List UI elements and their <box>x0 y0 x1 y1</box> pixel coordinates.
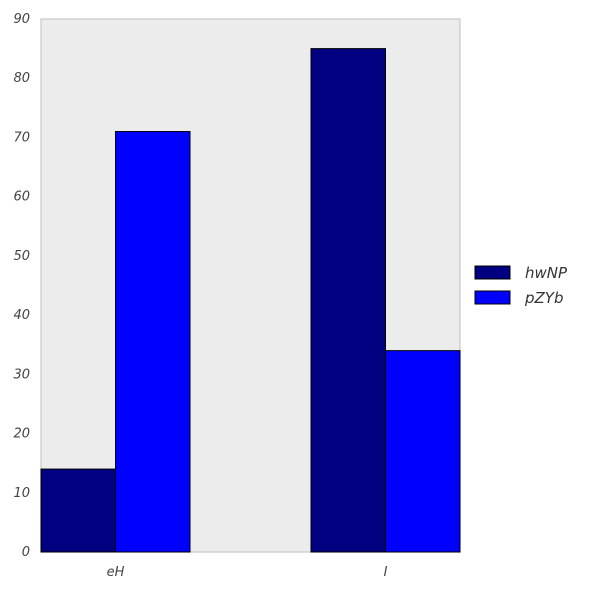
bar-pZYb-I <box>385 350 461 553</box>
y-tick-label: 60 <box>13 190 30 205</box>
y-tick-label: 10 <box>13 486 30 501</box>
bars <box>40 48 461 553</box>
x-tick-label: I <box>384 565 388 580</box>
y-axis: 0 10 20 30 40 50 60 70 80 90 <box>13 12 30 560</box>
x-axis: eH I <box>107 565 388 580</box>
y-tick-label: 40 <box>13 308 30 323</box>
bar-pZYb-eH <box>115 131 191 553</box>
legend: hwNP pZYb <box>474 264 568 307</box>
y-tick-label: 90 <box>13 12 30 27</box>
y-tick-label: 20 <box>13 427 30 442</box>
y-tick-label: 80 <box>13 71 30 86</box>
legend-swatch-pZYb <box>474 290 511 305</box>
x-tick-label: eH <box>107 565 125 580</box>
y-tick-label: 50 <box>13 249 30 264</box>
y-tick-label: 0 <box>22 545 30 560</box>
y-tick-label: 70 <box>13 130 30 145</box>
legend-swatch-hwNP <box>474 265 511 280</box>
bar-hwNP-I <box>310 48 386 553</box>
legend-label-hwNP: hwNP <box>525 264 568 282</box>
bar-hwNP-eH <box>40 468 116 553</box>
y-tick-label: 30 <box>13 367 30 382</box>
legend-label-pZYb: pZYb <box>524 289 563 307</box>
